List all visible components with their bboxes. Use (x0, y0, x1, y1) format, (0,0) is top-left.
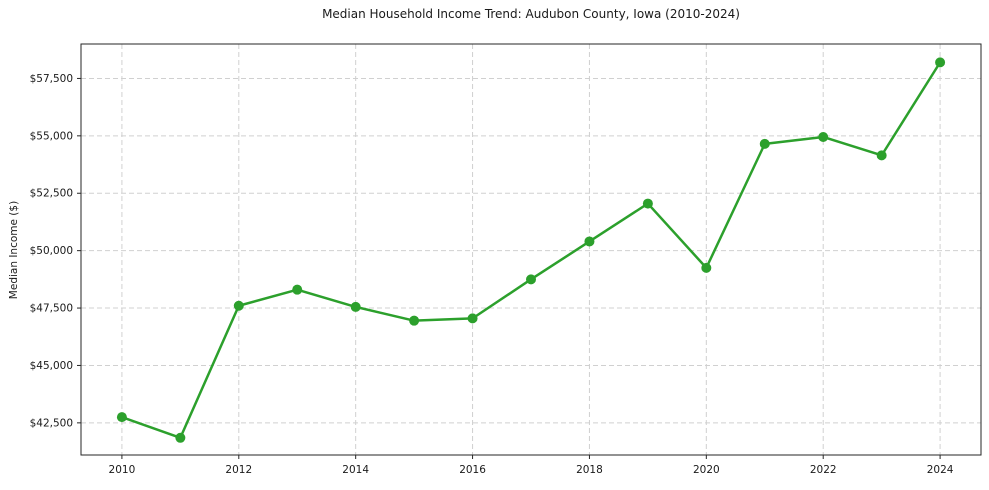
x-tick-label: 2014 (342, 464, 369, 476)
data-point-2021 (759, 138, 770, 149)
y-tick-label: $45,000 (30, 360, 73, 372)
data-point-2024 (935, 57, 946, 68)
data-point-2013 (292, 284, 303, 295)
x-tick-label: 2024 (927, 464, 954, 476)
x-tick-label: 2020 (693, 464, 720, 476)
y-tick-label: $55,000 (30, 130, 73, 142)
data-point-2018 (584, 236, 595, 247)
y-tick-label: $47,500 (30, 303, 73, 315)
data-point-2019 (642, 198, 653, 209)
y-tick-label: $50,000 (30, 245, 73, 257)
x-tick-label: 2012 (225, 464, 252, 476)
x-tick-label: 2018 (576, 464, 603, 476)
data-point-2012 (233, 300, 244, 311)
data-point-2011 (175, 432, 186, 443)
x-tick-label: 2016 (459, 464, 486, 476)
chart-title: Median Household Income Trend: Audubon C… (322, 7, 740, 21)
x-tick-label: 2010 (109, 464, 136, 476)
data-point-2010 (116, 412, 127, 423)
data-point-2023 (876, 150, 887, 161)
x-tick-label: 2022 (810, 464, 837, 476)
data-point-2015 (409, 315, 420, 326)
data-point-2016 (467, 313, 478, 324)
data-point-2014 (350, 301, 361, 312)
y-tick-label: $57,500 (30, 73, 73, 85)
y-tick-label: $42,500 (30, 417, 73, 429)
y-tick-label: $52,500 (30, 188, 73, 200)
data-point-2020 (701, 262, 712, 273)
trend-line (120, 61, 942, 440)
data-point-2017 (526, 274, 536, 285)
plot-border (80, 43, 982, 456)
data-point-2022 (818, 131, 829, 142)
